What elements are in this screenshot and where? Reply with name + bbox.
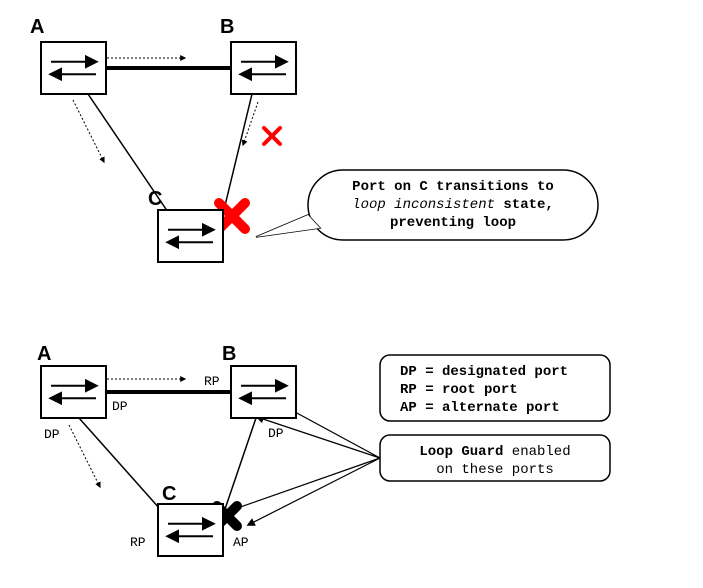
svg-text:DP: DP xyxy=(44,427,60,442)
svg-text:loop inconsistent state,: loop inconsistent state, xyxy=(352,197,554,213)
svg-text:DP: DP xyxy=(268,426,284,441)
svg-text:Port on C transitions to: Port on C transitions to xyxy=(352,179,554,195)
svg-text:preventing loop: preventing loop xyxy=(390,215,516,231)
svg-text:RP: RP xyxy=(130,535,146,550)
svg-text:DP = designated port: DP = designated port xyxy=(400,364,568,380)
svg-text:DP: DP xyxy=(112,399,128,414)
svg-text:C: C xyxy=(148,188,162,210)
svg-text:on these ports: on these ports xyxy=(436,462,554,478)
svg-text:RP = root port: RP = root port xyxy=(400,382,518,398)
svg-text:A: A xyxy=(37,343,51,365)
svg-text:AP = alternate port: AP = alternate port xyxy=(400,400,560,416)
svg-text:Loop Guard enabled: Loop Guard enabled xyxy=(419,444,570,460)
network-diagram: Port on C transitions to loop inconsisten… xyxy=(0,0,703,588)
svg-text:A: A xyxy=(30,16,44,38)
svg-text:C: C xyxy=(162,483,176,505)
svg-text:RP: RP xyxy=(204,374,220,389)
switches: A B C A B C xyxy=(30,16,296,556)
x-marks xyxy=(217,128,280,526)
links xyxy=(79,68,256,518)
svg-text:B: B xyxy=(220,16,234,38)
svg-text:AP: AP xyxy=(233,535,249,550)
svg-text:B: B xyxy=(222,343,236,365)
bpdu-arrows xyxy=(69,58,258,487)
